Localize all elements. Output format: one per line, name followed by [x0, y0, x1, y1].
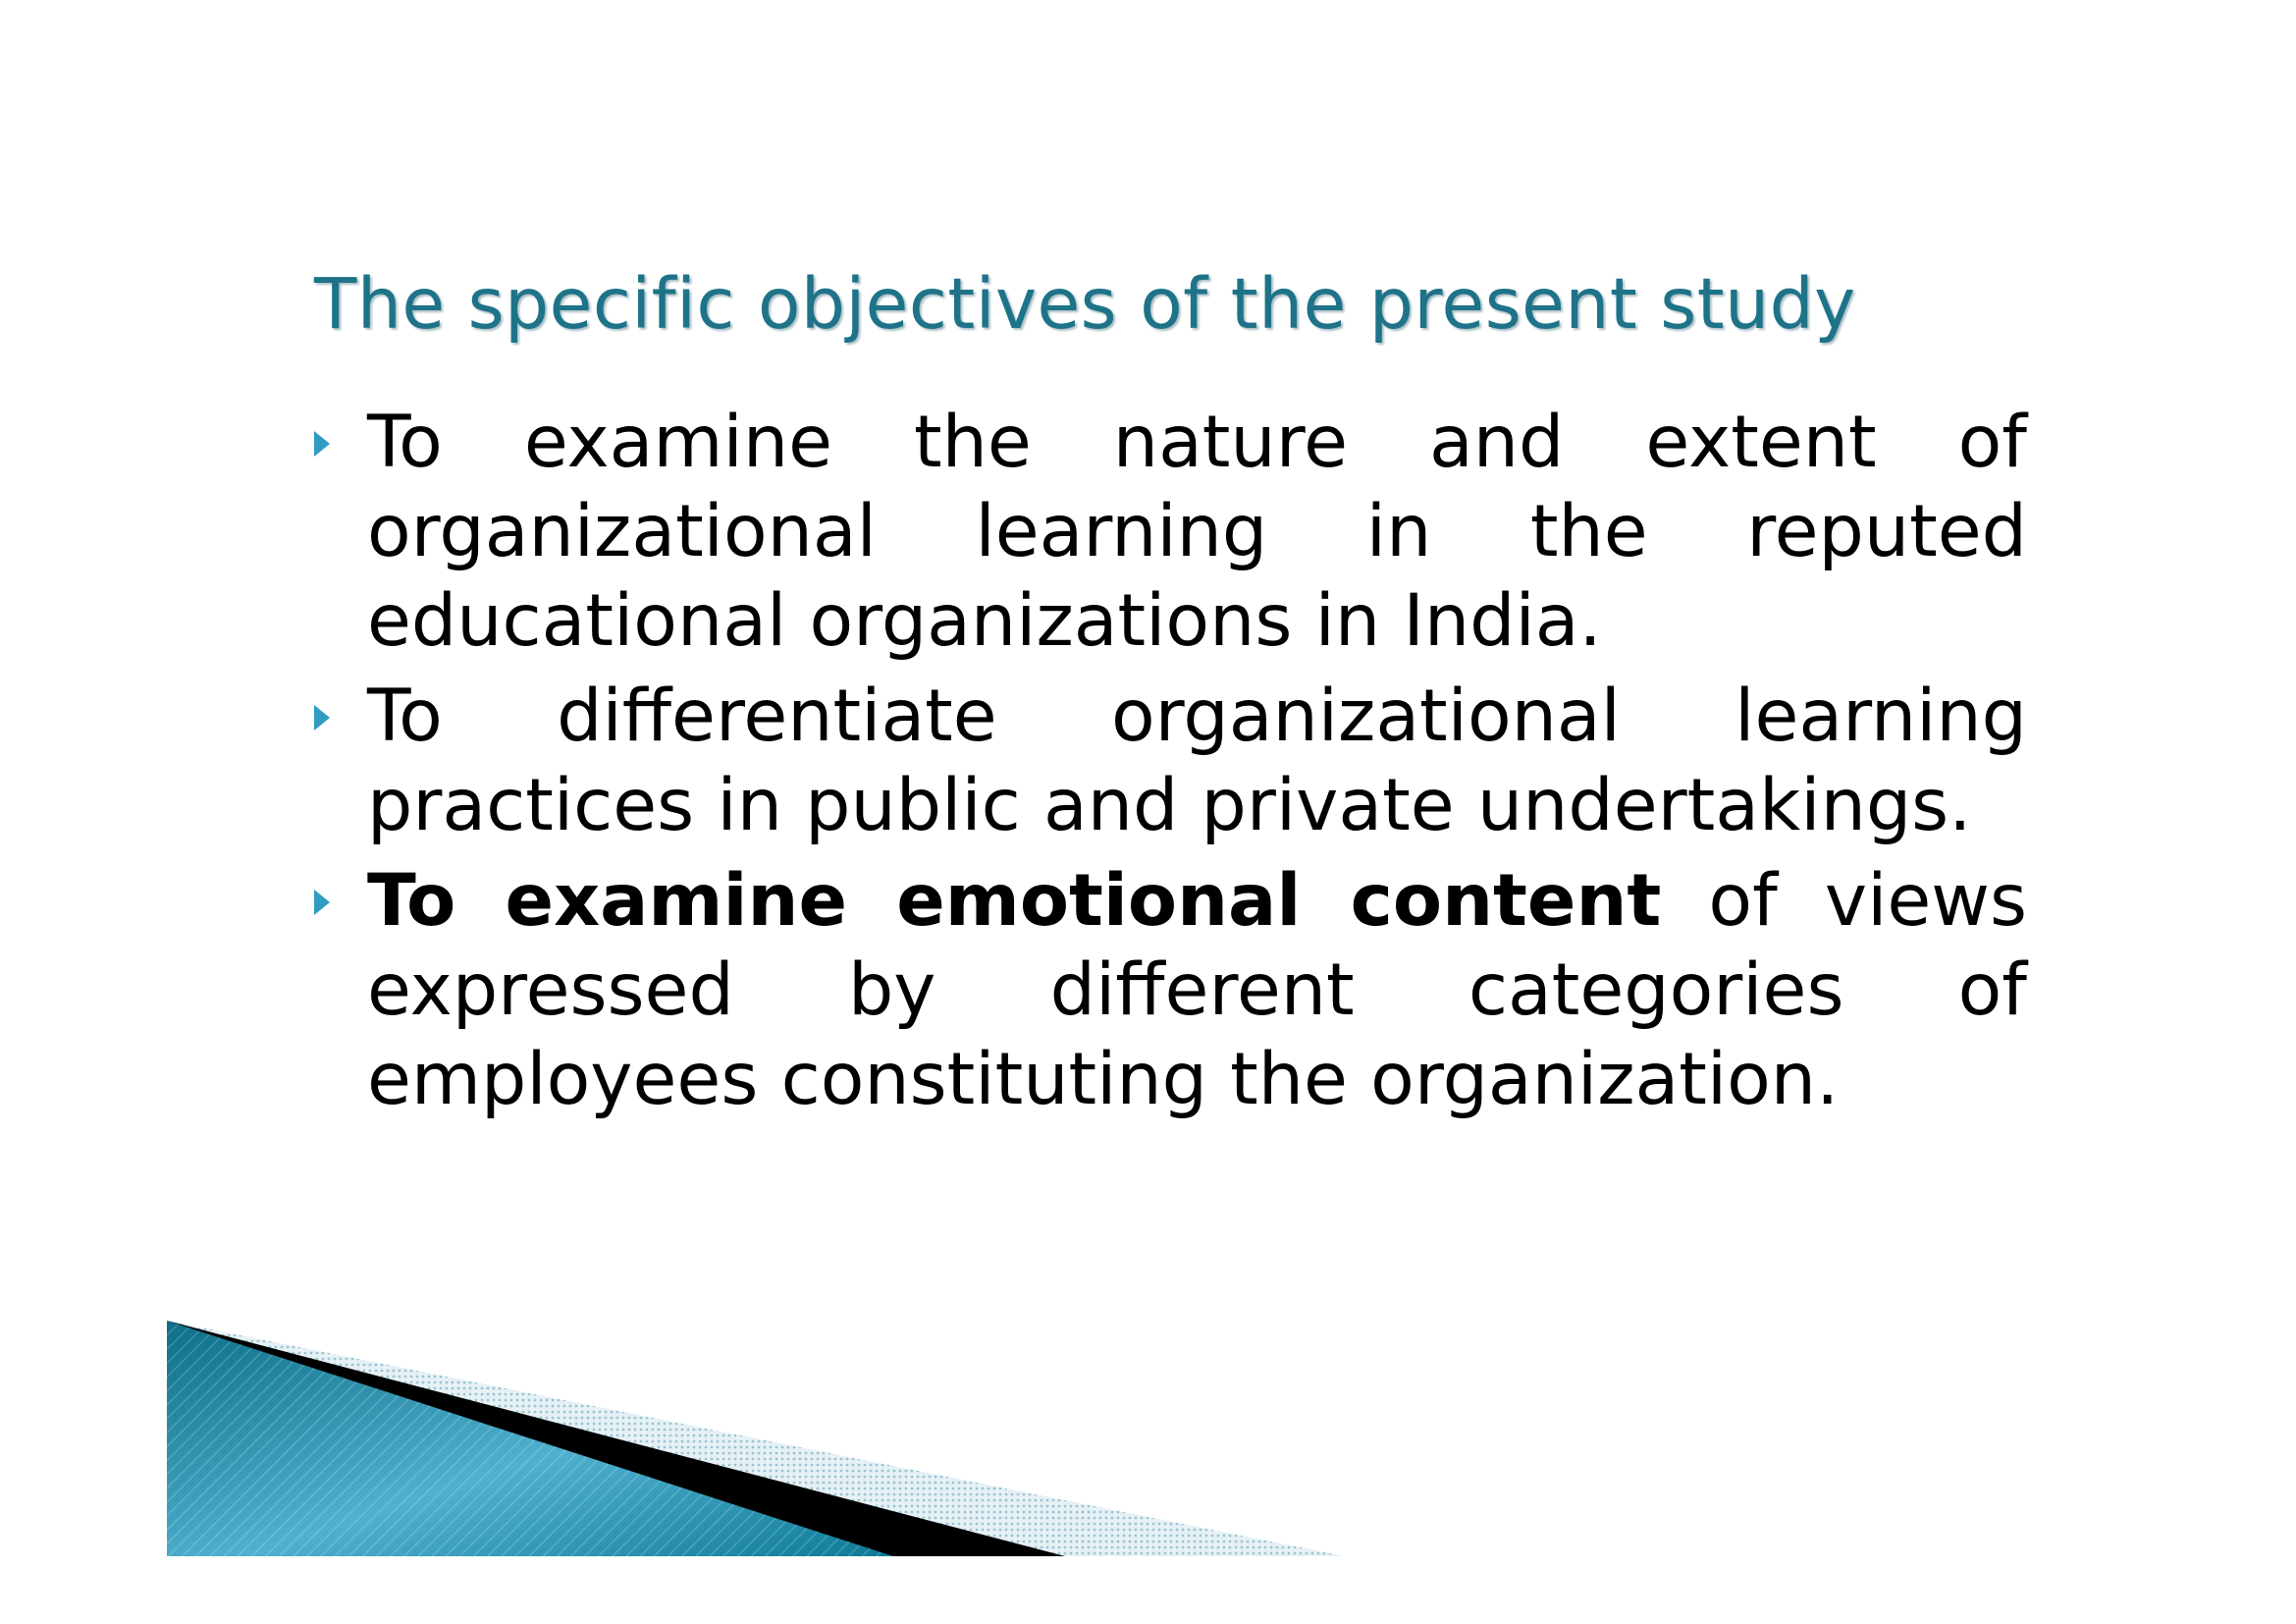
triangle-right-icon — [314, 705, 330, 731]
bullet-text: To examine the nature and extent of orga… — [367, 401, 2027, 663]
list-item: To examine the nature and extent of orga… — [314, 398, 2027, 666]
slide-title: The specific objectives of the present s… — [314, 263, 1856, 345]
list-item: To examine emotional content of views ex… — [314, 856, 2027, 1124]
triangle-right-icon — [314, 890, 330, 915]
objectives-list: To examine the nature and extent of orga… — [314, 398, 2027, 1130]
triangle-right-icon — [314, 431, 330, 457]
bullet-text: of views expressed by different categori… — [367, 859, 2027, 1121]
diagonal-wedge-decoration — [167, 1321, 1345, 1556]
teal-wedge-stripes — [167, 1321, 893, 1556]
list-item: To differentiate organizational learning… — [314, 672, 2027, 850]
bullet-text: To differentiate organizational learning… — [367, 675, 2027, 847]
bullet-emphasis-text: To examine emotional content — [367, 859, 1662, 943]
